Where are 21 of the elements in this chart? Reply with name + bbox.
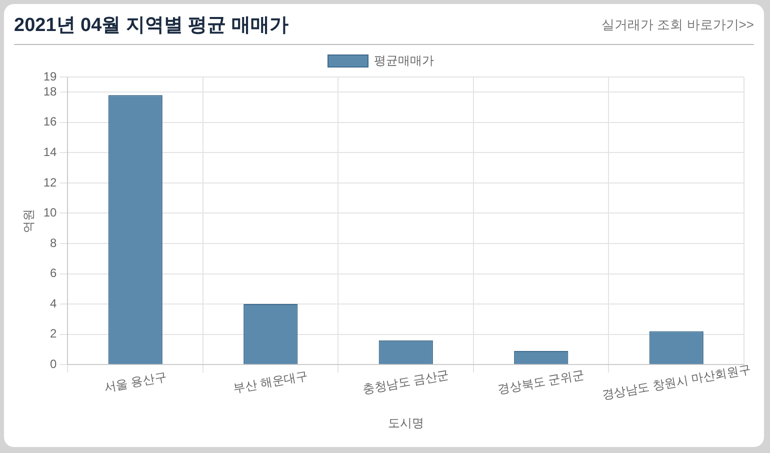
y-tick-label: 0 (50, 356, 58, 371)
y-tick-label: 18 (43, 84, 58, 98)
chart-title: 2021년 04월 지역별 평균 매매가 (14, 14, 289, 38)
y-tick-label: 12 (43, 175, 58, 190)
x-tick-label: 경상남도 창원시 마산회원구 (600, 362, 752, 402)
legend-label: 평균매매가 (374, 53, 434, 68)
y-tick-label: 8 (50, 236, 58, 250)
x-tick-label: 서울 용산구 (102, 370, 168, 394)
y-tick-label: 2 (50, 326, 58, 341)
y-tick-label: 6 (50, 266, 58, 280)
y-axis-title: 억원 (22, 208, 36, 233)
x-axis-title: 도시명 (388, 416, 424, 430)
y-tick-label: 14 (43, 144, 58, 159)
x-tick-label: 부산 해운대구 (232, 368, 309, 396)
y-tick-label: 16 (43, 114, 58, 129)
x-tick-label: 충청남도 금산군 (362, 367, 450, 396)
text: 실거래가 조회 바로가기>> (602, 17, 754, 32)
x-tick-label: 경상북도 군위군 (496, 367, 586, 396)
y-tick-label: 10 (43, 206, 58, 220)
y-tick-label: 19 (43, 69, 58, 84)
y-tick-label: 4 (50, 296, 58, 310)
